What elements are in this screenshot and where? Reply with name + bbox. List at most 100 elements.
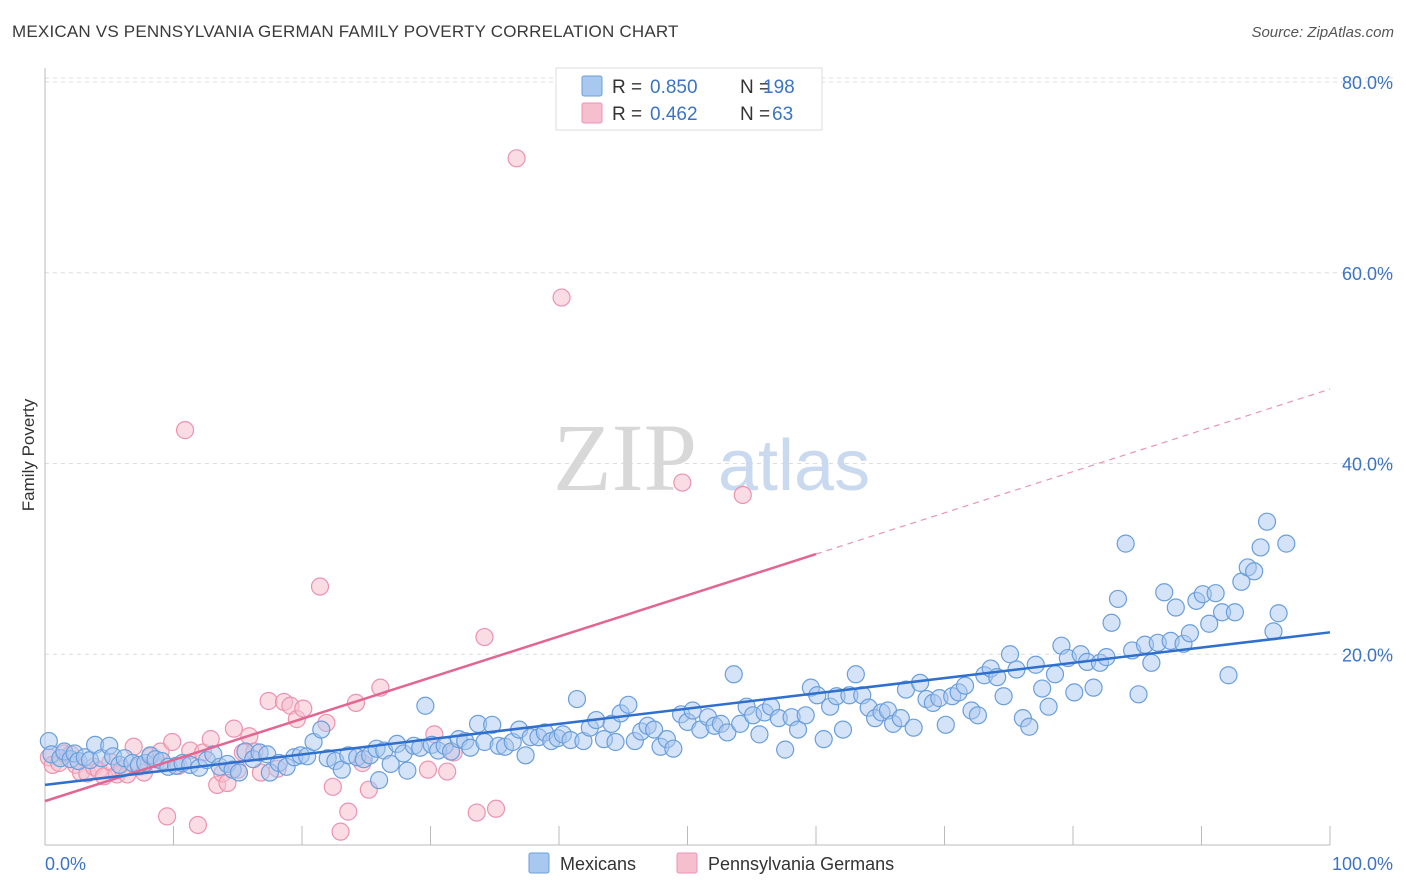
mexicans-point xyxy=(1257,512,1277,531)
mexicans-point xyxy=(955,676,975,695)
mexicans-point xyxy=(370,771,389,790)
pennsylvania-germans-point xyxy=(673,473,692,492)
mexicans-point xyxy=(1039,697,1058,716)
pennsylvania-germans-point xyxy=(339,802,358,821)
legend-n-value-2: 63 xyxy=(772,104,793,125)
pennsylvania-germans-point xyxy=(224,719,243,738)
mexicans-point xyxy=(398,761,417,780)
mexicans-point xyxy=(1045,665,1065,684)
mexicans-point xyxy=(516,746,535,765)
mexicans-point xyxy=(1269,604,1288,623)
mexicans-point xyxy=(664,739,683,758)
y-axis-title: Family Poverty xyxy=(19,398,38,511)
mexicans-point xyxy=(1108,589,1128,609)
pennsylvania-germans-point xyxy=(418,760,438,779)
mexicans-point xyxy=(796,706,815,725)
pennsylvania-germans-point xyxy=(294,699,313,718)
mexicans-point xyxy=(619,695,638,714)
mexicans-points xyxy=(39,512,1296,790)
pennsylvania-germans-point xyxy=(259,691,278,711)
pennsylvania-germans-trend-line xyxy=(44,552,817,803)
pennsylvania-germans-trend-extension xyxy=(815,388,1331,555)
mexicans-point xyxy=(936,715,955,734)
mexicans-point xyxy=(1102,613,1121,632)
trend-lines xyxy=(44,388,1331,803)
legend-swatch-pennsylvania-germans xyxy=(581,102,603,124)
pennsylvania-germans-point xyxy=(346,693,366,712)
mexicans-point xyxy=(381,754,400,774)
mexicans-point xyxy=(606,732,625,752)
pennsylvania-germans-point xyxy=(331,822,350,841)
y-tick-label: 60.0% xyxy=(1342,264,1393,284)
bottom-legend-swatch-mexicans xyxy=(528,852,550,874)
mexicans-point xyxy=(644,720,664,739)
mexicans-point xyxy=(904,718,923,737)
watermark: ZIP atlas xyxy=(553,404,870,511)
mexicans-point xyxy=(731,714,750,733)
legend-r-label-2: R = xyxy=(612,104,642,125)
y-tick-labels: 20.0% 40.0% 60.0% 80.0% xyxy=(1342,73,1393,665)
mexicans-point xyxy=(312,720,331,739)
mexicans-point xyxy=(1020,717,1039,736)
pennsylvania-germans-point xyxy=(486,799,506,818)
legend-n-label-1: N = xyxy=(740,77,770,98)
mexicans-point xyxy=(891,709,910,728)
mexicans-point xyxy=(968,706,988,725)
mexicans-point xyxy=(833,720,853,739)
pennsylvania-germans-point xyxy=(323,777,342,796)
legend-r-value-1: 0.850 xyxy=(650,77,698,98)
mexicans-point xyxy=(483,715,502,734)
legend-swatch-mexicans xyxy=(581,75,603,97)
mexicans-point xyxy=(1142,653,1161,672)
mexicans-point xyxy=(1225,603,1245,622)
x-tick-label-start: 0.0% xyxy=(45,854,86,874)
axes xyxy=(44,68,1331,846)
mexicans-point xyxy=(1277,534,1296,553)
mexicans-point xyxy=(1200,614,1219,633)
mexicans-point xyxy=(994,687,1013,706)
mexicans-point xyxy=(1180,624,1200,643)
pennsylvania-germans-point xyxy=(438,762,457,781)
mexicans-point xyxy=(1116,534,1135,553)
mexicans-point xyxy=(1206,584,1225,603)
watermark-zip: ZIP xyxy=(553,404,697,511)
mexicans-point xyxy=(724,665,743,684)
pennsylvania-germans-point xyxy=(163,732,182,752)
mexicans-point xyxy=(1084,678,1103,697)
mexicans-point xyxy=(683,701,702,720)
mexicans-point xyxy=(846,665,865,684)
bottom-legend: Mexicans Pennsylvania Germans xyxy=(528,852,894,874)
mexicans-trend-line xyxy=(44,631,1331,787)
bottom-legend-swatch-pennsylvania-germans xyxy=(676,852,698,874)
pennsylvania-germans-point xyxy=(552,288,571,307)
legend-r-label-1: R = xyxy=(612,77,642,98)
x-tick-labels: 0.0% 100.0% xyxy=(45,854,1393,874)
pennsylvania-germans-point xyxy=(310,577,330,596)
mexicans-point xyxy=(1251,538,1270,557)
y-tick-label: 80.0% xyxy=(1342,73,1393,93)
mexicans-point xyxy=(1245,562,1264,581)
mexicans-point xyxy=(1000,645,1020,664)
mexicans-point xyxy=(776,740,795,759)
x-tick-label-end: 100.0% xyxy=(1332,854,1393,874)
pennsylvania-germans-point xyxy=(507,149,526,168)
legend-n-label-2: N = xyxy=(740,104,770,125)
bottom-legend-mexicans: Mexicans xyxy=(560,854,636,874)
pennsylvania-germans-point xyxy=(175,421,195,440)
mexicans-point xyxy=(229,763,249,782)
mexicans-point xyxy=(718,723,737,742)
mexicans-point xyxy=(1026,655,1045,674)
mexicans-point xyxy=(750,725,769,744)
mexicans-point xyxy=(416,696,435,715)
mexicans-point xyxy=(1155,583,1174,602)
pennsylvania-germans-point xyxy=(157,807,177,826)
pennsylvania-germans-point xyxy=(733,485,752,505)
mexicans-point xyxy=(788,720,808,739)
source-label: Source: ZipAtlas.com xyxy=(1251,24,1394,41)
y-tick-label: 40.0% xyxy=(1342,455,1393,475)
pennsylvania-germans-point xyxy=(188,815,208,835)
top-legend: R = 0.850 N = 198 R = 0.462 N = 63 xyxy=(555,67,823,131)
mexicans-point xyxy=(567,689,587,709)
legend-r-value-2: 0.462 xyxy=(650,104,698,125)
mexicans-point xyxy=(814,730,833,749)
